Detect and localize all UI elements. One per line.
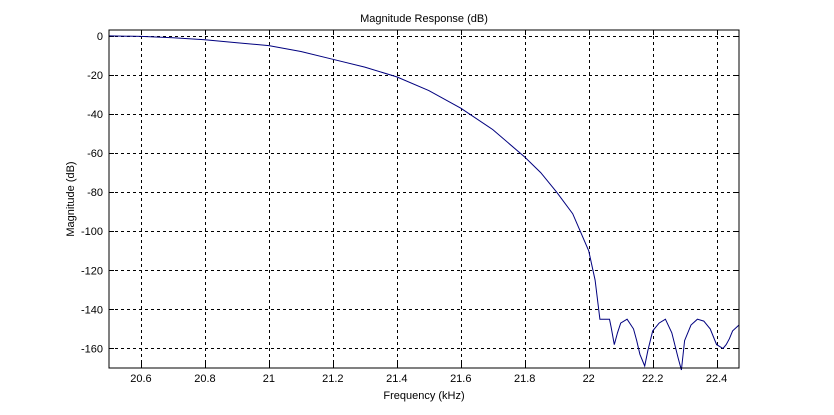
x-tick-label: 20.6 [130, 373, 151, 385]
x-tick-label: 21 [263, 373, 275, 385]
y-tick-label: -160 [81, 343, 103, 355]
y-tick-label: -140 [81, 304, 103, 316]
chart-title: Magnitude Response (dB) [360, 13, 488, 25]
x-tick-label: 21.8 [514, 373, 535, 385]
x-tick-labels: 20.6 20.8 21 21.2 21.4 21.6 21.8 22 22.2 22.4 [130, 373, 727, 385]
y-tick-label: -120 [81, 265, 103, 277]
y-tick-label: -60 [87, 148, 103, 160]
x-tick-label: 21.2 [322, 373, 343, 385]
tick-marks [109, 30, 739, 368]
y-tick-label: -80 [87, 187, 103, 199]
y-tick-label: 0 [97, 31, 103, 43]
x-tick-label: 21.4 [386, 373, 407, 385]
y-tick-labels: 0 -20 -40 -60 -80 -100 -120 -140 -160 [81, 31, 103, 356]
x-tick-label: 21.6 [450, 373, 471, 385]
magnitude-response-line [108, 35, 740, 371]
x-tick-label: 22 [583, 373, 595, 385]
x-tick-label: 22.2 [642, 373, 663, 385]
x-tick-label: 20.8 [194, 373, 215, 385]
grid-lines [109, 30, 739, 368]
x-tick-label: 22.4 [706, 373, 727, 385]
axes-border [108, 29, 740, 369]
series-layer [108, 35, 740, 371]
y-tick-label: -20 [87, 70, 103, 82]
x-axis-label: Frequency (kHz) [383, 390, 464, 402]
axes-frame [108, 29, 740, 369]
y-tick-label: -100 [81, 226, 103, 238]
y-tick-label: -40 [87, 109, 103, 121]
y-axis-label: Magnitude (dB) [65, 161, 77, 236]
